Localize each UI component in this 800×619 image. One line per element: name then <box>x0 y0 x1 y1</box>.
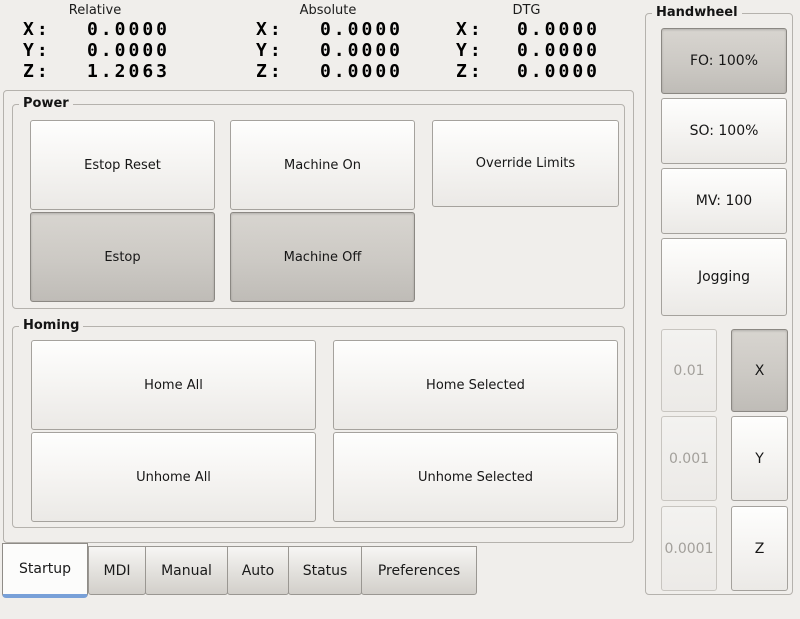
unhome-all-button[interactable]: Unhome All <box>31 432 316 522</box>
jogging-button[interactable]: Jogging <box>661 238 787 316</box>
dro-axis-value: 0.0000 <box>319 19 403 40</box>
dro-axis-label: Y: <box>23 40 51 61</box>
dro-axis-label: X: <box>256 19 284 40</box>
dro-header-dtg: DTG <box>512 3 541 18</box>
dro-column-relative: Relative X: 0.0000 Y: 0.0000 Z: 1.2063 <box>23 3 167 82</box>
dro-axis-value: 0.0000 <box>516 40 600 61</box>
dro-axis-value: 0.0000 <box>319 61 403 82</box>
dro-axis-row: Z: 0.0000 <box>456 61 597 82</box>
estop-button[interactable]: Estop <box>30 212 215 302</box>
tab-status[interactable]: Status <box>288 546 362 595</box>
dro-axis-row: Y: 0.0000 <box>456 40 597 61</box>
dro-axis-row: Y: 0.0000 <box>23 40 167 61</box>
dro-axis-value: 0.0000 <box>319 40 403 61</box>
axis-y-button[interactable]: Y <box>731 416 788 501</box>
handwheel-group-label: Handwheel <box>652 5 742 21</box>
dro-axis-value: 1.2063 <box>86 61 170 82</box>
spindle-override-button[interactable]: SO: 100% <box>661 98 787 164</box>
dro-axis-label: Z: <box>23 61 51 82</box>
dro-axis-row: X: 0.0000 <box>456 19 597 40</box>
feed-override-button[interactable]: FO: 100% <box>661 28 787 94</box>
dro-header-absolute: Absolute <box>299 3 357 18</box>
dro-axis-value: 0.0000 <box>516 61 600 82</box>
dro-axis-label: Y: <box>456 40 484 61</box>
dro-axis-label: Y: <box>256 40 284 61</box>
tab-mdi[interactable]: MDI <box>88 546 146 595</box>
increment-0-001-button[interactable]: 0.001 <box>661 416 717 501</box>
homing-group: Homing Home All Home Selected Unhome All… <box>12 318 625 528</box>
dro-axis-value: 0.0000 <box>516 19 600 40</box>
axis-z-button[interactable]: Z <box>731 506 788 591</box>
axis-x-button[interactable]: X <box>731 329 788 412</box>
handwheel-group: Handwheel FO: 100% SO: 100% MV: 100 Jogg… <box>645 5 793 595</box>
dro-column-dtg: DTG X: 0.0000 Y: 0.0000 Z: 0.0000 <box>456 3 597 82</box>
power-group-label: Power <box>19 96 73 112</box>
machine-on-button[interactable]: Machine On <box>230 120 415 210</box>
dro-axis-row: Z: 0.0000 <box>256 61 400 82</box>
dro-axis-value: 0.0000 <box>86 40 170 61</box>
dro-axis-label: X: <box>456 19 484 40</box>
tab-auto[interactable]: Auto <box>227 546 289 595</box>
dro-axis-label: Z: <box>256 61 284 82</box>
dro-axis-row: X: 0.0000 <box>256 19 400 40</box>
dro-axis-value: 0.0000 <box>86 19 170 40</box>
max-velocity-button[interactable]: MV: 100 <box>661 168 787 234</box>
machine-off-button[interactable]: Machine Off <box>230 212 415 302</box>
increment-0-0001-button[interactable]: 0.0001 <box>661 506 717 591</box>
estop-reset-button[interactable]: Estop Reset <box>30 120 215 210</box>
dro-column-absolute: Absolute X: 0.0000 Y: 0.0000 Z: 0.0000 <box>256 3 400 82</box>
override-limits-button[interactable]: Override Limits <box>432 120 619 207</box>
dro-axis-label: Z: <box>456 61 484 82</box>
tab-preferences[interactable]: Preferences <box>361 546 477 595</box>
tab-content-frame: Power Estop Reset Machine On Override Li… <box>3 90 634 543</box>
increment-0-01-button[interactable]: 0.01 <box>661 329 717 412</box>
home-all-button[interactable]: Home All <box>31 340 316 430</box>
power-group: Power Estop Reset Machine On Override Li… <box>12 96 625 309</box>
dro-axis-row: X: 0.0000 <box>23 19 167 40</box>
dro-axis-row: Y: 0.0000 <box>256 40 400 61</box>
tab-manual[interactable]: Manual <box>145 546 228 595</box>
unhome-selected-button[interactable]: Unhome Selected <box>333 432 618 522</box>
homing-group-label: Homing <box>19 318 84 334</box>
dro-axis-label: X: <box>23 19 51 40</box>
home-selected-button[interactable]: Home Selected <box>333 340 618 430</box>
dro-header-relative: Relative <box>68 3 122 18</box>
dro-axis-row: Z: 1.2063 <box>23 61 167 82</box>
tab-startup[interactable]: Startup <box>2 543 88 598</box>
